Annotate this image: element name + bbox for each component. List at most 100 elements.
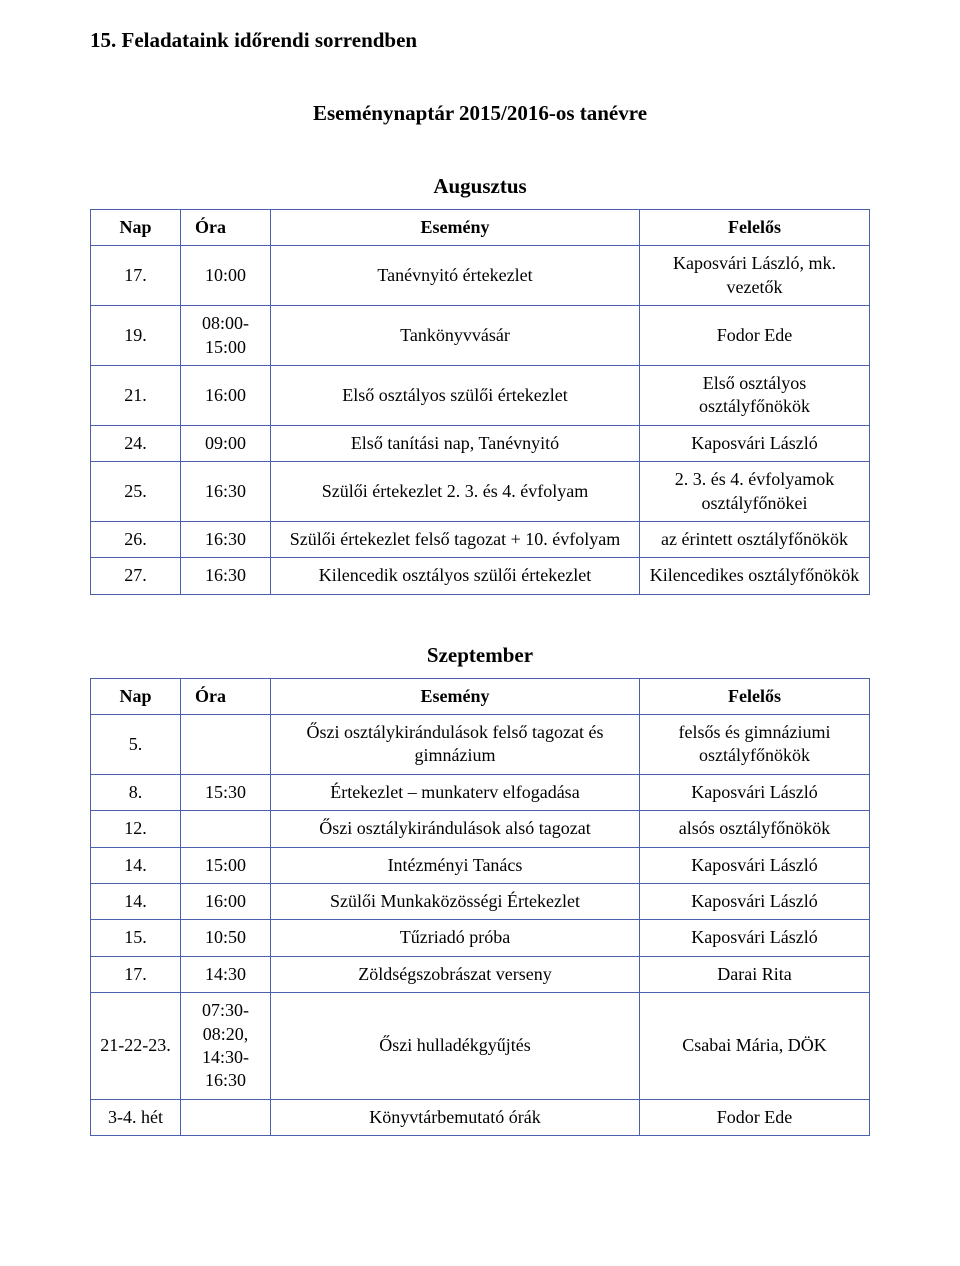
cell-nap: 8. bbox=[91, 774, 181, 810]
table-row: 8.15:30Értekezlet – munkaterv elfogadása… bbox=[91, 774, 870, 810]
table-row: 24.09:00Első tanítási nap, TanévnyitóKap… bbox=[91, 425, 870, 461]
table-row: 5. Őszi osztálykirándulások felső tagozat… bbox=[91, 715, 870, 775]
cell-felelos: az érintett osztályfőnökök bbox=[640, 521, 870, 557]
cell-felelos: Kaposvári László, mk. vezetők bbox=[640, 246, 870, 306]
months-container: AugusztusNapÓraEseményFelelős17.10:00Tan… bbox=[90, 174, 870, 1136]
table-row: 14.16:00Szülői Munkaközösségi Értekezlet… bbox=[91, 884, 870, 920]
event-table: NapÓraEseményFelelős5.Őszi osztálykiránd… bbox=[90, 678, 870, 1136]
cell-felelos: Darai Rita bbox=[640, 956, 870, 992]
table-row: 3-4. hét Könyvtárbemutató órákFodor Ede bbox=[91, 1099, 870, 1135]
event-table-wrap: NapÓraEseményFelelős5.Őszi osztálykiránd… bbox=[90, 678, 870, 1136]
table-row: 15.10:50Tűzriadó próbaKaposvári László bbox=[91, 920, 870, 956]
table-row: 21-22-23.07:30-08:20, 14:30-16:30Őszi hu… bbox=[91, 993, 870, 1100]
col-header-esemeny: Esemény bbox=[271, 678, 640, 714]
cell-nap: 24. bbox=[91, 425, 181, 461]
cell-ora: 16:30 bbox=[181, 462, 271, 522]
cell-felelos: Kaposvári László bbox=[640, 847, 870, 883]
cell-nap: 21-22-23. bbox=[91, 993, 181, 1100]
cell-felelos: Csabai Mária, DÖK bbox=[640, 993, 870, 1100]
cell-ora: 16:00 bbox=[181, 884, 271, 920]
cell-esemeny: Kilencedik osztályos szülői értekezlet bbox=[271, 558, 640, 594]
table-row: 25.16:30Szülői értekezlet 2. 3. és 4. év… bbox=[91, 462, 870, 522]
event-table: NapÓraEseményFelelős17.10:00Tanévnyitó é… bbox=[90, 209, 870, 595]
cell-ora: 10:00 bbox=[181, 246, 271, 306]
cell-nap: 26. bbox=[91, 521, 181, 557]
table-row: 26.16:30Szülői értekezlet felső tagozat … bbox=[91, 521, 870, 557]
page: 15. Feladataink időrendi sorrendben Esem… bbox=[0, 0, 960, 1266]
col-header-nap: Nap bbox=[91, 210, 181, 246]
cell-ora: 15:00 bbox=[181, 847, 271, 883]
cell-felelos: alsós osztályfőnökök bbox=[640, 811, 870, 847]
cell-felelos: Kaposvári László bbox=[640, 884, 870, 920]
table-header-row: NapÓraEseményFelelős bbox=[91, 678, 870, 714]
cell-felelos: Fodor Ede bbox=[640, 1099, 870, 1135]
cell-nap: 12. bbox=[91, 811, 181, 847]
cell-nap: 25. bbox=[91, 462, 181, 522]
cell-felelos: Kaposvári László bbox=[640, 425, 870, 461]
cell-ora bbox=[181, 811, 271, 847]
cell-ora bbox=[181, 1099, 271, 1135]
cell-esemeny: Könyvtárbemutató órák bbox=[271, 1099, 640, 1135]
cell-felelos: Első osztályos osztályfőnökök bbox=[640, 365, 870, 425]
table-row: 27.16:30Kilencedik osztályos szülői érte… bbox=[91, 558, 870, 594]
cell-esemeny: Szülői értekezlet felső tagozat + 10. év… bbox=[271, 521, 640, 557]
table-row: 12. Őszi osztálykirándulások alsó tagozat… bbox=[91, 811, 870, 847]
table-row: 19.08:00-15:00TankönyvvásárFodor Ede bbox=[91, 306, 870, 366]
cell-nap: 3-4. hét bbox=[91, 1099, 181, 1135]
cell-felelos: Kilencedikes osztályfőnökök bbox=[640, 558, 870, 594]
cell-felelos: Fodor Ede bbox=[640, 306, 870, 366]
cell-esemeny: Szülői értekezlet 2. 3. és 4. évfolyam bbox=[271, 462, 640, 522]
cell-ora: 10:50 bbox=[181, 920, 271, 956]
cell-felelos: 2. 3. és 4. évfolyamok osztályfőnökei bbox=[640, 462, 870, 522]
col-header-ora: Óra bbox=[181, 210, 271, 246]
event-table-wrap: NapÓraEseményFelelős17.10:00Tanévnyitó é… bbox=[90, 209, 870, 595]
cell-nap: 27. bbox=[91, 558, 181, 594]
table-row: 17.10:00Tanévnyitó értekezletKaposvári L… bbox=[91, 246, 870, 306]
cell-nap: 17. bbox=[91, 246, 181, 306]
table-row: 14.15:00Intézményi TanácsKaposvári Lászl… bbox=[91, 847, 870, 883]
cell-esemeny: Tankönyvvásár bbox=[271, 306, 640, 366]
cell-esemeny: Értekezlet – munkaterv elfogadása bbox=[271, 774, 640, 810]
col-header-esemeny: Esemény bbox=[271, 210, 640, 246]
cell-esemeny: Szülői Munkaközösségi Értekezlet bbox=[271, 884, 640, 920]
cell-nap: 5. bbox=[91, 715, 181, 775]
cell-nap: 21. bbox=[91, 365, 181, 425]
cell-esemeny: Intézményi Tanács bbox=[271, 847, 640, 883]
col-header-felelos: Felelős bbox=[640, 210, 870, 246]
cell-esemeny: Zöldségszobrászat verseny bbox=[271, 956, 640, 992]
table-header-row: NapÓraEseményFelelős bbox=[91, 210, 870, 246]
month-heading: Szeptember bbox=[90, 643, 870, 668]
cell-nap: 17. bbox=[91, 956, 181, 992]
col-header-nap: Nap bbox=[91, 678, 181, 714]
cell-ora: 16:30 bbox=[181, 558, 271, 594]
cell-esemeny: Első tanítási nap, Tanévnyitó bbox=[271, 425, 640, 461]
cell-nap: 19. bbox=[91, 306, 181, 366]
cell-esemeny: Első osztályos szülői értekezlet bbox=[271, 365, 640, 425]
cell-felelos: Kaposvári László bbox=[640, 774, 870, 810]
cell-ora: 14:30 bbox=[181, 956, 271, 992]
cell-ora: 16:30 bbox=[181, 521, 271, 557]
cell-ora: 15:30 bbox=[181, 774, 271, 810]
cell-esemeny: Őszi osztálykirándulások felső tagozat é… bbox=[271, 715, 640, 775]
table-row: 21.16:00Első osztályos szülői értekezlet… bbox=[91, 365, 870, 425]
cell-nap: 15. bbox=[91, 920, 181, 956]
cell-ora: 09:00 bbox=[181, 425, 271, 461]
cell-ora: 16:00 bbox=[181, 365, 271, 425]
cell-ora bbox=[181, 715, 271, 775]
cell-nap: 14. bbox=[91, 847, 181, 883]
section-title: 15. Feladataink időrendi sorrendben bbox=[90, 28, 870, 53]
table-row: 17.14:30Zöldségszobrászat versenyDarai R… bbox=[91, 956, 870, 992]
cell-ora: 08:00-15:00 bbox=[181, 306, 271, 366]
cell-esemeny: Őszi hulladékgyűjtés bbox=[271, 993, 640, 1100]
col-header-ora: Óra bbox=[181, 678, 271, 714]
cell-esemeny: Őszi osztálykirándulások alsó tagozat bbox=[271, 811, 640, 847]
cell-felelos: felsős és gimnáziumi osztályfőnökök bbox=[640, 715, 870, 775]
cell-felelos: Kaposvári László bbox=[640, 920, 870, 956]
col-header-felelos: Felelős bbox=[640, 678, 870, 714]
page-title: Eseménynaptár 2015/2016-os tanévre bbox=[90, 101, 870, 126]
cell-nap: 14. bbox=[91, 884, 181, 920]
cell-esemeny: Tűzriadó próba bbox=[271, 920, 640, 956]
cell-esemeny: Tanévnyitó értekezlet bbox=[271, 246, 640, 306]
month-heading: Augusztus bbox=[90, 174, 870, 199]
cell-ora: 07:30-08:20, 14:30-16:30 bbox=[181, 993, 271, 1100]
